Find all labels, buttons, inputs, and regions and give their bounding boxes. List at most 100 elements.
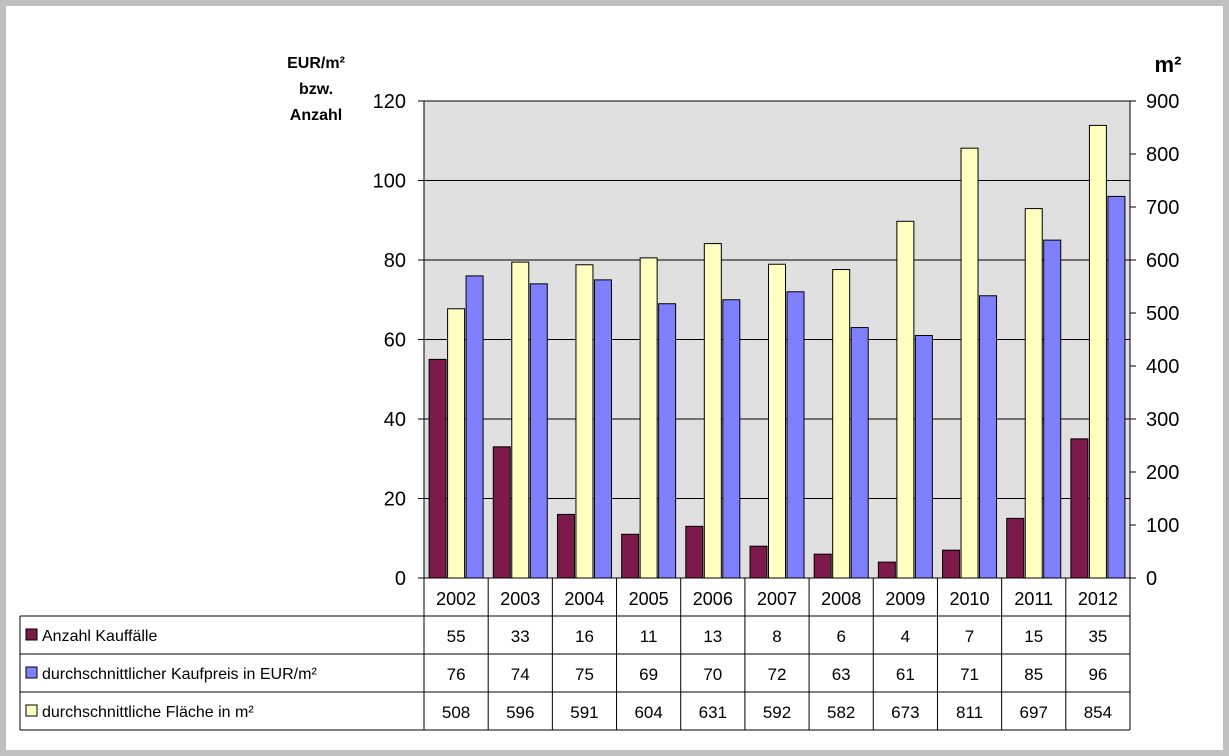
category-label: 2011 bbox=[1014, 589, 1053, 609]
chart-frame: 0 20 40 60 80 100 120 0 100 200 300 400 500 600 700 800… bbox=[6, 6, 1223, 750]
left-tick-label: 0 bbox=[395, 568, 406, 590]
series-name: durchschnittliche Fläche in m² bbox=[42, 704, 254, 721]
right-tick-label: 100 bbox=[1146, 515, 1179, 537]
table-cell-value: 61 bbox=[896, 665, 915, 684]
table-cell-value: 582 bbox=[827, 703, 855, 722]
bar-kaufpreis bbox=[979, 295, 998, 579]
right-tick-label: 400 bbox=[1146, 356, 1179, 378]
table-cell-value: 70 bbox=[703, 665, 722, 684]
table-cell-value: 6 bbox=[836, 627, 845, 646]
bar-anzahl bbox=[1070, 438, 1089, 579]
bar-kaufpreis bbox=[1043, 239, 1062, 579]
bar-kaufpreis bbox=[722, 299, 741, 579]
category-label: 2009 bbox=[885, 589, 925, 609]
table-cell-value: 508 bbox=[442, 703, 470, 722]
bar-flaeche bbox=[896, 220, 915, 579]
bar-flaeche bbox=[1088, 124, 1107, 579]
right-tick-label: 900 bbox=[1146, 91, 1179, 113]
bar-anzahl bbox=[749, 545, 768, 579]
table-cell-value: 71 bbox=[960, 665, 979, 684]
table-cell-value: 592 bbox=[763, 703, 791, 722]
left-tick-label: 100 bbox=[373, 171, 406, 193]
table-cell-value: 33 bbox=[511, 627, 530, 646]
table-cell-value: 96 bbox=[1088, 665, 1107, 684]
category-label: 2007 bbox=[757, 589, 797, 609]
category-label: 2005 bbox=[629, 589, 669, 609]
table-cell-value: 76 bbox=[447, 665, 466, 684]
table-cell-value: 7 bbox=[965, 627, 974, 646]
bar-flaeche bbox=[575, 264, 594, 579]
table-cell-value: 604 bbox=[634, 703, 662, 722]
bar-flaeche bbox=[511, 261, 530, 579]
category-label: 2006 bbox=[693, 589, 733, 609]
bars bbox=[428, 124, 1126, 579]
bar-anzahl bbox=[685, 525, 704, 579]
table-cell-value: 854 bbox=[1084, 703, 1112, 722]
table-cell-value: 631 bbox=[699, 703, 727, 722]
chart-svg: 0 20 40 60 80 100 120 0 100 200 300 400 500 600 700 800… bbox=[19, 52, 1182, 731]
category-label: 2003 bbox=[500, 589, 540, 609]
bar-anzahl bbox=[556, 513, 575, 579]
left-tick-label: 120 bbox=[373, 91, 406, 113]
bar-flaeche bbox=[832, 269, 851, 579]
table-cell-value: 673 bbox=[891, 703, 919, 722]
bar-anzahl bbox=[428, 358, 447, 579]
bar-kaufpreis bbox=[786, 291, 805, 579]
axes: 0 20 40 60 80 100 120 0 100 200 300 400 500 600 700 800… bbox=[373, 91, 1180, 590]
legend-swatch bbox=[25, 628, 38, 641]
bar-anzahl bbox=[877, 561, 896, 579]
category-label: 2012 bbox=[1078, 589, 1118, 609]
bar-kaufpreis bbox=[850, 327, 869, 579]
table-cell-value: 75 bbox=[575, 665, 594, 684]
table-cell-value: 8 bbox=[772, 627, 781, 646]
table-cell-value: 74 bbox=[511, 665, 530, 684]
table-cell-value: 697 bbox=[1020, 703, 1048, 722]
right-tick-label: 500 bbox=[1146, 303, 1179, 325]
bar-anzahl bbox=[492, 446, 511, 579]
bar-flaeche bbox=[768, 263, 786, 579]
bar-kaufpreis bbox=[1107, 195, 1126, 579]
bar-flaeche bbox=[703, 243, 722, 579]
table-cell-value: 85 bbox=[1024, 665, 1043, 684]
right-tick-label: 300 bbox=[1146, 409, 1179, 431]
left-axis-label-line-3: Anzahl bbox=[290, 107, 342, 124]
series-name: durchschnittlicher Kaufpreis in EUR/m² bbox=[42, 666, 317, 683]
right-tick-label: 0 bbox=[1146, 568, 1157, 590]
right-tick-label: 700 bbox=[1146, 197, 1179, 219]
table-cell-value: 596 bbox=[506, 703, 534, 722]
table-cell-value: 11 bbox=[640, 627, 658, 646]
right-axis-label: m² bbox=[1155, 52, 1182, 77]
table-cell-value: 69 bbox=[639, 665, 658, 684]
table-cell-value: 15 bbox=[1024, 627, 1043, 646]
left-tick-label: 60 bbox=[384, 330, 406, 352]
bar-flaeche bbox=[1024, 208, 1043, 579]
table-cell-value: 55 bbox=[447, 627, 466, 646]
table-cell-value: 16 bbox=[575, 627, 594, 646]
left-axis-label-line-2: bzw. bbox=[299, 81, 333, 98]
right-tick-label: 800 bbox=[1146, 144, 1179, 166]
bar-anzahl bbox=[813, 553, 832, 579]
left-axis-label-line-1: EUR/m² bbox=[287, 55, 345, 72]
bar-anzahl bbox=[621, 533, 640, 579]
table-cell-value: 4 bbox=[901, 627, 910, 646]
bar-anzahl bbox=[1006, 517, 1025, 579]
category-label: 2002 bbox=[436, 589, 476, 609]
table-cell-value: 591 bbox=[570, 703, 598, 722]
bar-flaeche bbox=[639, 257, 658, 579]
bar-anzahl bbox=[942, 549, 961, 579]
series-name: Anzahl Kauffälle bbox=[42, 628, 157, 645]
bar-kaufpreis bbox=[914, 335, 933, 579]
legend-swatch bbox=[25, 704, 38, 717]
bar-flaeche bbox=[960, 147, 979, 579]
bar-flaeche bbox=[447, 308, 466, 579]
category-label: 2004 bbox=[564, 589, 604, 609]
left-tick-label: 20 bbox=[384, 489, 406, 511]
table-cell-value: 811 bbox=[956, 703, 983, 722]
table-cell-value: 72 bbox=[768, 665, 787, 684]
table-cell-value: 63 bbox=[832, 665, 851, 684]
category-label: 2010 bbox=[950, 589, 990, 609]
legend-swatch bbox=[25, 666, 38, 679]
left-tick-label: 80 bbox=[384, 250, 406, 272]
bar-kaufpreis bbox=[658, 303, 677, 579]
bar-kaufpreis bbox=[465, 275, 484, 579]
